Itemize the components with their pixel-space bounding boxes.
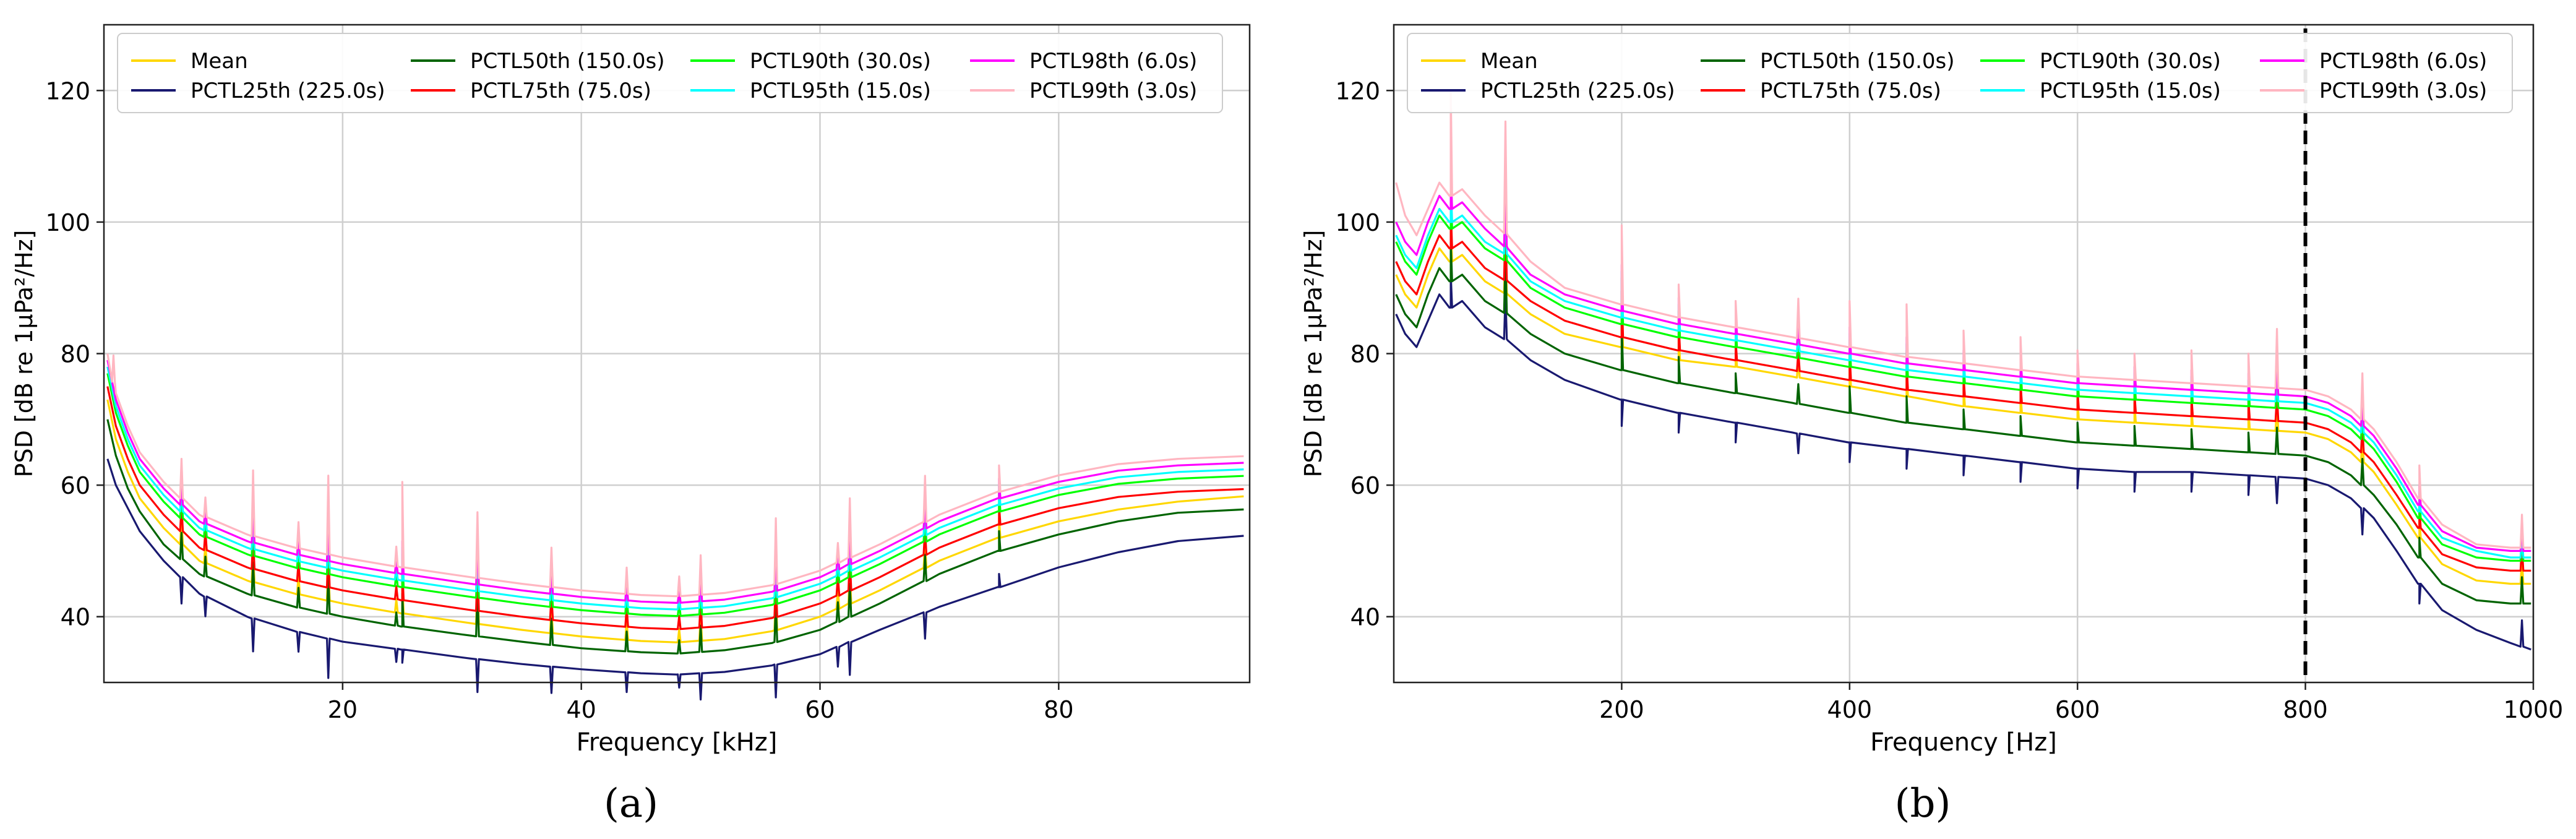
y-tick-label: 120 (1335, 77, 1380, 105)
legend-box (1407, 33, 2513, 113)
y-tick-label: 40 (1350, 604, 1380, 631)
legend-label: PCTL25th (225.0s) (191, 79, 385, 103)
series-line (106, 353, 1244, 598)
y-tick-label: 120 (45, 77, 90, 105)
y-tick-label: 60 (1350, 472, 1380, 499)
panel-label-a: (a) (604, 781, 658, 827)
legend: Mean PCTL25th (225.0s) PCTL50th (150.0s) PC… (117, 33, 1223, 113)
series-line (106, 386, 1244, 630)
legend-label: PCTL98th (6.0s) (2319, 49, 2487, 74)
legend-label: PCTL99th (3.0s) (1029, 79, 1197, 103)
series-line (106, 399, 1244, 643)
chart-panel-a: 20 40 60 80 40 60 80 100 120 Frequency [kHz] PSD [… (11, 24, 1251, 757)
series-line (106, 458, 1244, 701)
x-axis-label: Frequency [kHz] (577, 728, 778, 757)
y-tick-label: 40 (61, 604, 90, 631)
legend-label: PCTL25th (225.0s) (1480, 79, 1675, 103)
x-tick-label: 1000 (2504, 696, 2564, 723)
legend-label: PCTL95th (15.0s) (2040, 79, 2221, 103)
x-axis-label: Frequency [Hz] (1870, 728, 2057, 757)
series-line (106, 373, 1244, 617)
x-tick-label: 600 (2055, 696, 2100, 723)
y-tick-label: 100 (45, 209, 90, 236)
panel-label-b: (b) (1895, 781, 1951, 827)
series-line (1395, 273, 2531, 651)
y-axis-label: PSD [dB re 1μPa²/Hz] (11, 230, 38, 478)
y-tick-label: 80 (61, 341, 90, 368)
x-tick-label: 40 (566, 696, 596, 723)
series-line (106, 359, 1244, 604)
legend-label: PCTL95th (15.0s) (750, 79, 931, 103)
x-tick-label: 400 (1827, 696, 1873, 723)
legend-box (117, 33, 1223, 113)
y-tick-label: 80 (1350, 341, 1380, 368)
series-line (1395, 241, 2531, 605)
legend-label: PCTL99th (3.0s) (2319, 79, 2487, 103)
legend-label: Mean (1480, 49, 1538, 74)
x-tick-label: 80 (1044, 696, 1073, 723)
legend-label: PCTL90th (30.0s) (2040, 49, 2221, 74)
series-line (106, 419, 1244, 655)
y-tick-label: 60 (61, 472, 90, 499)
legend: Mean PCTL25th (225.0s) PCTL50th (150.0s) PC… (1407, 33, 2513, 113)
legend-label: PCTL90th (30.0s) (750, 49, 931, 74)
legend-label: Mean (191, 49, 248, 74)
y-tick-label: 100 (1335, 209, 1380, 236)
legend-label: PCTL50th (150.0s) (470, 49, 664, 74)
legend-label: PCTL98th (6.0s) (1029, 49, 1197, 74)
y-axis-label: PSD [dB re 1μPa²/Hz] (1300, 230, 1327, 478)
x-tick-label: 800 (2283, 696, 2328, 723)
chart-panel-b: 200 400 600 800 1000 40 60 80 100 120 Frequency [H… (1300, 24, 2564, 757)
legend-label: PCTL75th (75.0s) (1760, 79, 1941, 103)
legend-label: PCTL75th (75.0s) (470, 79, 651, 103)
x-tick-label: 200 (1599, 696, 1644, 723)
legend-label: PCTL50th (150.0s) (1760, 49, 1954, 74)
x-tick-label: 20 (328, 696, 358, 723)
series-line (1395, 89, 2531, 549)
series-line (106, 366, 1244, 611)
x-tick-label: 60 (805, 696, 835, 723)
